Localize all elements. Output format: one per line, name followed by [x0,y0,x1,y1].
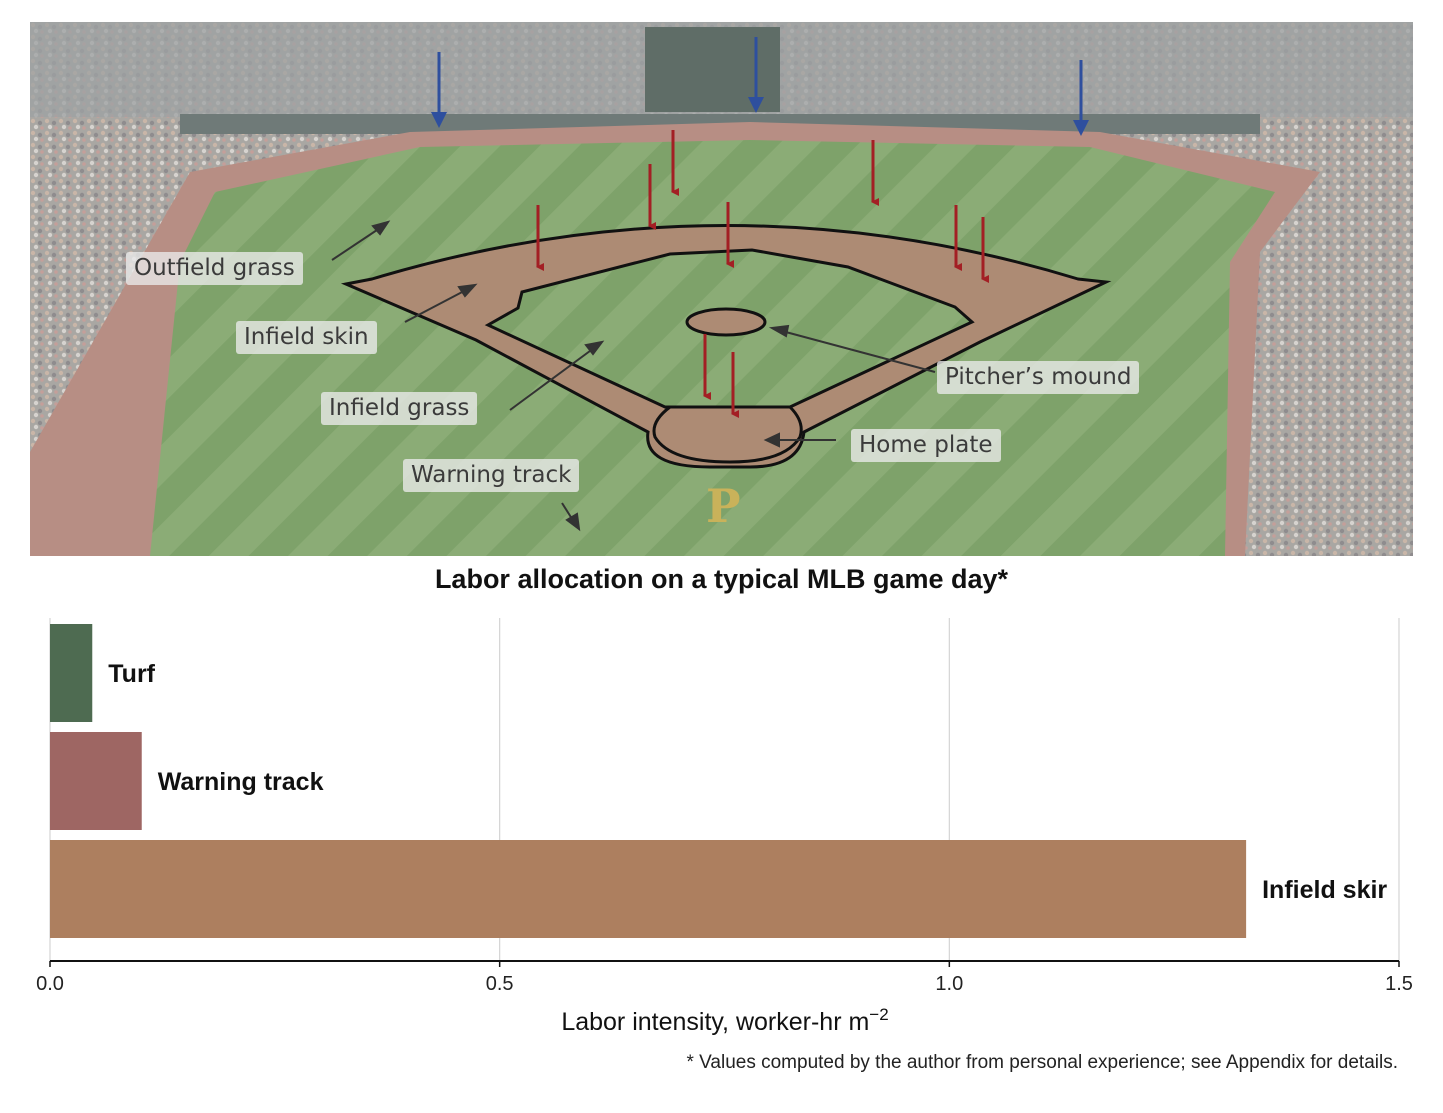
red-arrows [536,130,989,418]
x-axis: 0.0 0.5 1.0 1.5 [36,960,1413,995]
x-axis-title-text: Labor intensity, worker-hr m [561,1008,869,1036]
footnote: * Values computed by the author from per… [686,1052,1398,1073]
x-axis-title-superscript: −2 [869,1005,888,1024]
stadium-photo: P [30,22,1413,556]
blue-arrows [431,37,1089,136]
bar-label: Turf [108,660,155,688]
label-pitchers-mound: Pitcher’s mound [937,361,1140,394]
pitchers-mound-area [685,307,767,337]
bars: Turf Warning track Infield skir [50,624,1387,938]
bar-label: Warning track [158,768,324,796]
x-axis-title: Labor intensity, worker-hr m−2 [561,1005,888,1036]
x-tick-label: 1.0 [935,973,963,995]
label-home-plate: Home plate [851,429,1001,462]
bar-turf [50,624,93,722]
bar-infield-skir [50,840,1247,938]
x-tick-label: 1.5 [1385,973,1413,995]
x-tick-label: 0.0 [36,973,64,995]
label-outfield-grass: Outfield grass [126,252,303,285]
team-logo: P [706,479,741,533]
bar-label: Infield skir [1262,876,1387,904]
label-infield-skin: Infield skin [236,321,377,354]
chart-title: Labor allocation on a typical MLB game d… [434,564,1009,594]
home-plate-area [652,405,803,464]
label-warning-track: Warning track [403,459,580,492]
label-infield-grass: Infield grass [321,392,478,425]
x-tick-label: 0.5 [486,973,514,995]
bar-warning-track [50,732,142,830]
bar-chart: Turf Warning track Infield skir 0.0 0.5 1.0 1… [36,618,1413,1036]
pointer-arrows [331,220,936,532]
